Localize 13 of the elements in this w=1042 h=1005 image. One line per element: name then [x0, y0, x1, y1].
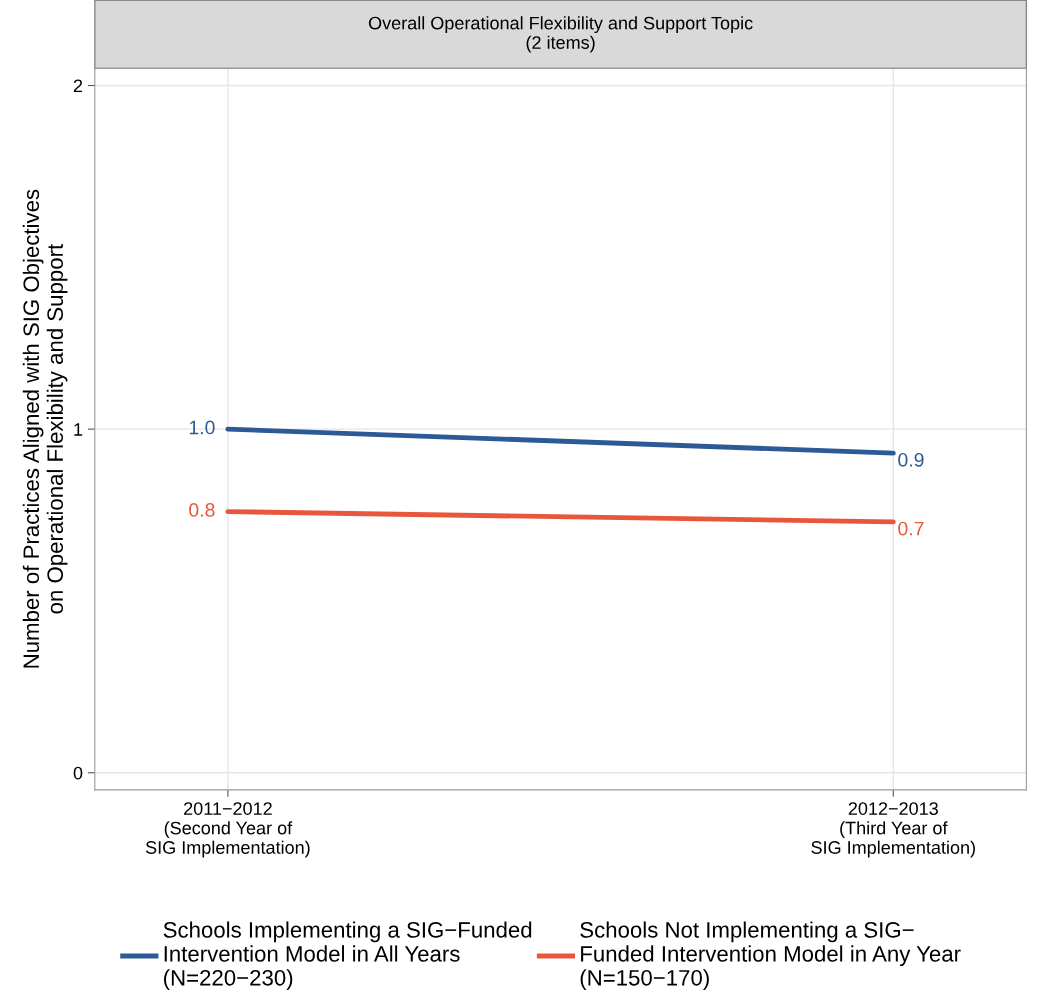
data-label: 1.0: [189, 420, 215, 435]
chart-title: Overall Operational Flexibility and Support Topic (2 items): [368, 16, 753, 53]
y-tick-label: 1: [74, 423, 83, 436]
y-axis-title: Number of Practices Aligned with SIG Objectives on Operational Flexibility and Support: [22, 189, 68, 668]
x-tick-label: 2012−2013 (Third Year of SIG Implementation): [811, 802, 975, 858]
y-tick-label: 2: [73, 79, 83, 93]
data-label: 0.8: [189, 503, 215, 517]
legend-label: Schools Implementing a SIG−Funded Intervention Model in All Years (N=220−230): [163, 921, 532, 991]
x-tick-label: 2011−2012 (Second Year of SIG Implementation): [145, 802, 310, 858]
y-tick-label: 0: [73, 766, 83, 780]
legend-label: Schools Not Implementing a SIG− Funded Intervention Model in Any Year (N=150−170): [580, 921, 961, 991]
data-label: 0.7: [898, 521, 924, 536]
data-label: 0.9: [898, 452, 924, 467]
